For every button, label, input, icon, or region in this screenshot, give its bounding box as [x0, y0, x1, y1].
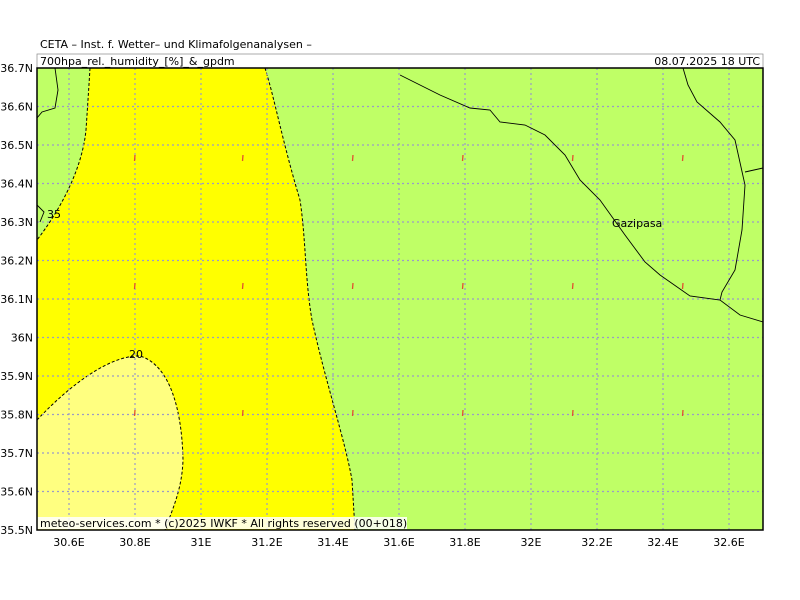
footer: meteo-services.com * (c)2025 IWKF * All …	[40, 517, 407, 530]
x-tick-label: 31.4E	[317, 536, 348, 549]
wind-barb	[571, 282, 574, 290]
x-tick-label: 31.8E	[449, 536, 480, 549]
wind-barb	[351, 154, 354, 162]
wind-barb	[351, 409, 354, 417]
wind-barb	[133, 282, 136, 290]
wind-barb	[461, 409, 464, 417]
y-tick-label: 36.4N	[0, 178, 33, 191]
y-tick-label: 35.7N	[0, 447, 33, 460]
humidity-area	[37, 355, 183, 530]
wind-barb	[241, 409, 244, 417]
wind-barb	[241, 282, 244, 290]
y-tick-label: 35.9N	[0, 370, 33, 383]
wind-barb	[241, 154, 244, 162]
coastline	[37, 68, 59, 119]
contour	[264, 68, 356, 530]
wind-barb	[351, 282, 354, 290]
x-tick-label: 32.2E	[581, 536, 612, 549]
wind-barb	[461, 282, 464, 290]
y-tick-label: 35.6N	[0, 486, 33, 499]
product-label: 700hpa_rel._humidity_[%]_&_gpdm	[40, 55, 235, 68]
x-tick-label: 31E	[191, 536, 212, 549]
map: Gazipasa 35 20 meteo-services.com * (c)2…	[36, 67, 764, 531]
x-tick-label: 30.8E	[119, 536, 150, 549]
y-tick-label: 36.1N	[0, 293, 33, 306]
x-tick-label: 32.6E	[713, 536, 744, 549]
x-tick-label: 31.6E	[383, 536, 414, 549]
wind-barb	[681, 282, 684, 290]
y-tick-label: 36.5N	[0, 139, 33, 152]
contour	[37, 355, 184, 530]
y-tick-label: 36.3N	[0, 216, 33, 229]
wind-barb	[571, 409, 574, 417]
wind-barb	[681, 154, 684, 162]
y-tick-label: 35.5N	[0, 524, 33, 537]
place-label: Gazipasa	[612, 217, 662, 230]
header-title: CETA – Inst. f. Wetter– und Klimafolgena…	[40, 38, 312, 51]
border	[744, 167, 763, 173]
map-frame	[36, 67, 764, 531]
contour-label: 20	[129, 348, 143, 361]
wind-barb	[461, 154, 464, 162]
contour	[37, 68, 91, 241]
x-tick-label: 31.2E	[251, 536, 282, 549]
valid-time: 08.07.2025 18 UTC	[654, 55, 760, 68]
x-tick-label: 32E	[521, 536, 542, 549]
wind-barb	[681, 409, 684, 417]
coastline	[37, 204, 45, 223]
wind-barb	[133, 409, 136, 417]
y-tick-label: 36N	[11, 332, 33, 345]
y-tick-label: 36.2N	[0, 255, 33, 268]
contour-label: 35	[47, 208, 61, 221]
y-tick-label: 36.7N	[0, 62, 33, 75]
border	[682, 68, 746, 301]
y-tick-label: 36.6N	[0, 101, 33, 114]
footer-bg	[37, 517, 407, 529]
wind-barb	[133, 154, 136, 162]
coastline	[399, 74, 763, 323]
y-tick-label: 35.8N	[0, 409, 33, 422]
wind-barb	[571, 154, 574, 162]
x-tick-label: 30.6E	[53, 536, 84, 549]
x-tick-label: 32.4E	[647, 536, 678, 549]
